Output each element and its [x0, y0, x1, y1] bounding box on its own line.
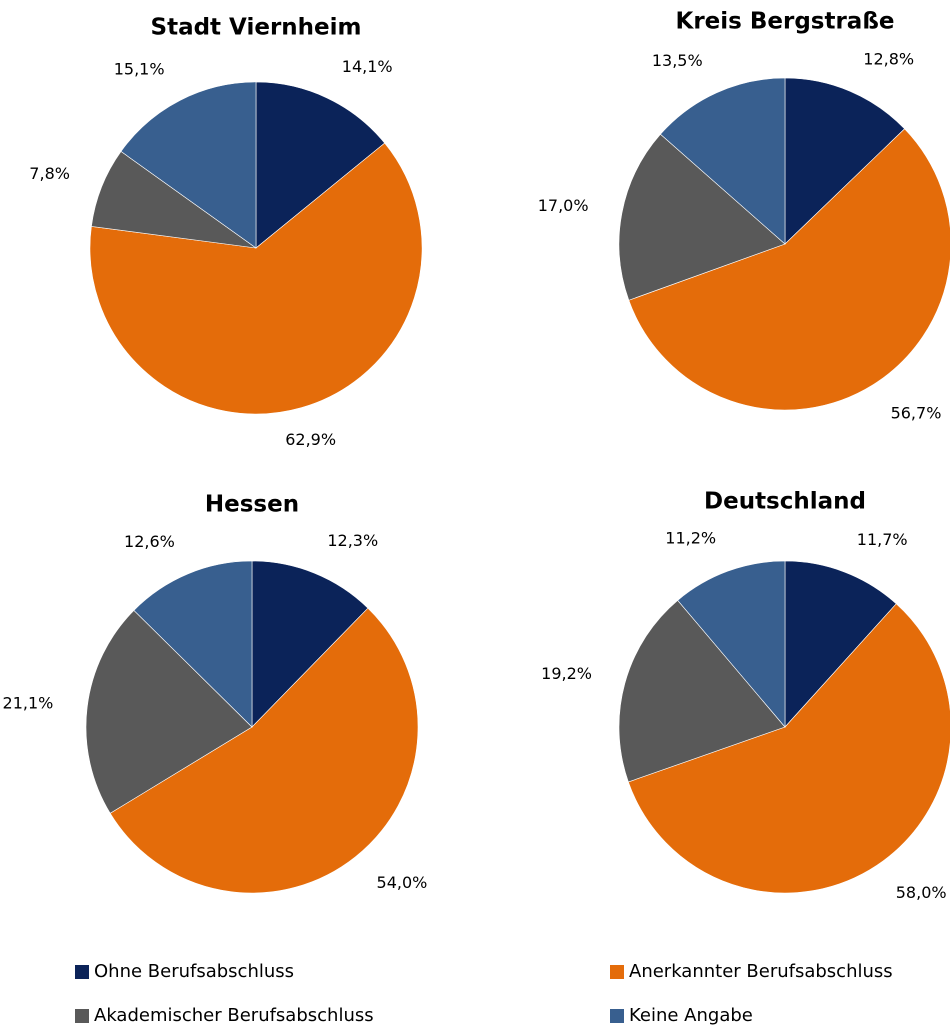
pie-slice	[677, 560, 786, 728]
chart-title: Kreis Bergstraße	[676, 9, 895, 35]
pie-slice	[251, 560, 369, 728]
data-label: 7,8%	[29, 164, 70, 183]
data-label: 14,1%	[342, 57, 393, 76]
pie-slice	[618, 599, 786, 783]
pie-slice	[627, 603, 950, 894]
data-label: 11,2%	[665, 529, 716, 548]
pie-slice	[133, 560, 253, 728]
data-label: 12,8%	[863, 49, 914, 68]
data-label: 12,6%	[124, 532, 175, 551]
legend-swatch	[75, 1009, 89, 1023]
data-label: 58,0%	[896, 883, 947, 902]
data-label: 62,9%	[285, 430, 336, 449]
legend-label: Ohne Berufsabschluss	[94, 961, 294, 982]
data-label: 54,0%	[377, 873, 428, 892]
data-label: 12,3%	[327, 531, 378, 550]
data-label: 13,5%	[652, 51, 703, 70]
chart-title: Stadt Viernheim	[151, 15, 362, 41]
legend-swatch	[75, 965, 89, 979]
legend-label: Akademischer Berufsabschluss	[94, 1005, 374, 1026]
pie-slice	[784, 560, 897, 728]
legend-label: Anerkannter Berufsabschluss	[629, 961, 893, 982]
pie-slice	[618, 133, 786, 301]
pie-slice	[255, 81, 386, 249]
pie-slice	[784, 77, 905, 245]
data-label: 11,7%	[857, 530, 908, 549]
data-label: 17,0%	[538, 196, 589, 215]
data-label: 15,1%	[114, 60, 165, 79]
pie-slice	[120, 81, 257, 249]
data-label: 56,7%	[891, 403, 942, 422]
chart-title: Deutschland	[704, 489, 866, 515]
chart-title: Hessen	[205, 492, 299, 518]
legend-label: Keine Angabe	[629, 1005, 753, 1026]
pie-slice	[85, 609, 253, 814]
pie-slice	[109, 607, 419, 894]
legend-swatch	[610, 965, 624, 979]
data-label: 19,2%	[541, 664, 592, 683]
pie-slice	[628, 128, 950, 411]
pie-slice	[89, 142, 423, 415]
data-label: 21,1%	[3, 693, 54, 712]
legend-swatch	[610, 1009, 624, 1023]
pie-slice	[660, 77, 786, 245]
